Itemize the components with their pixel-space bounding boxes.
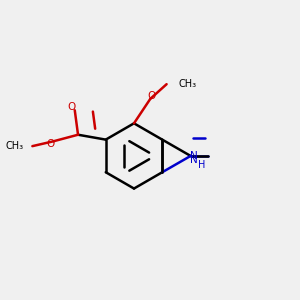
Text: N: N bbox=[190, 151, 197, 161]
Text: O: O bbox=[68, 102, 76, 112]
Text: N: N bbox=[190, 155, 197, 165]
Text: CH₃: CH₃ bbox=[178, 79, 196, 89]
Text: O: O bbox=[46, 139, 55, 149]
Text: H: H bbox=[198, 160, 206, 170]
Text: O: O bbox=[148, 91, 156, 101]
Text: CH₃: CH₃ bbox=[5, 141, 23, 151]
